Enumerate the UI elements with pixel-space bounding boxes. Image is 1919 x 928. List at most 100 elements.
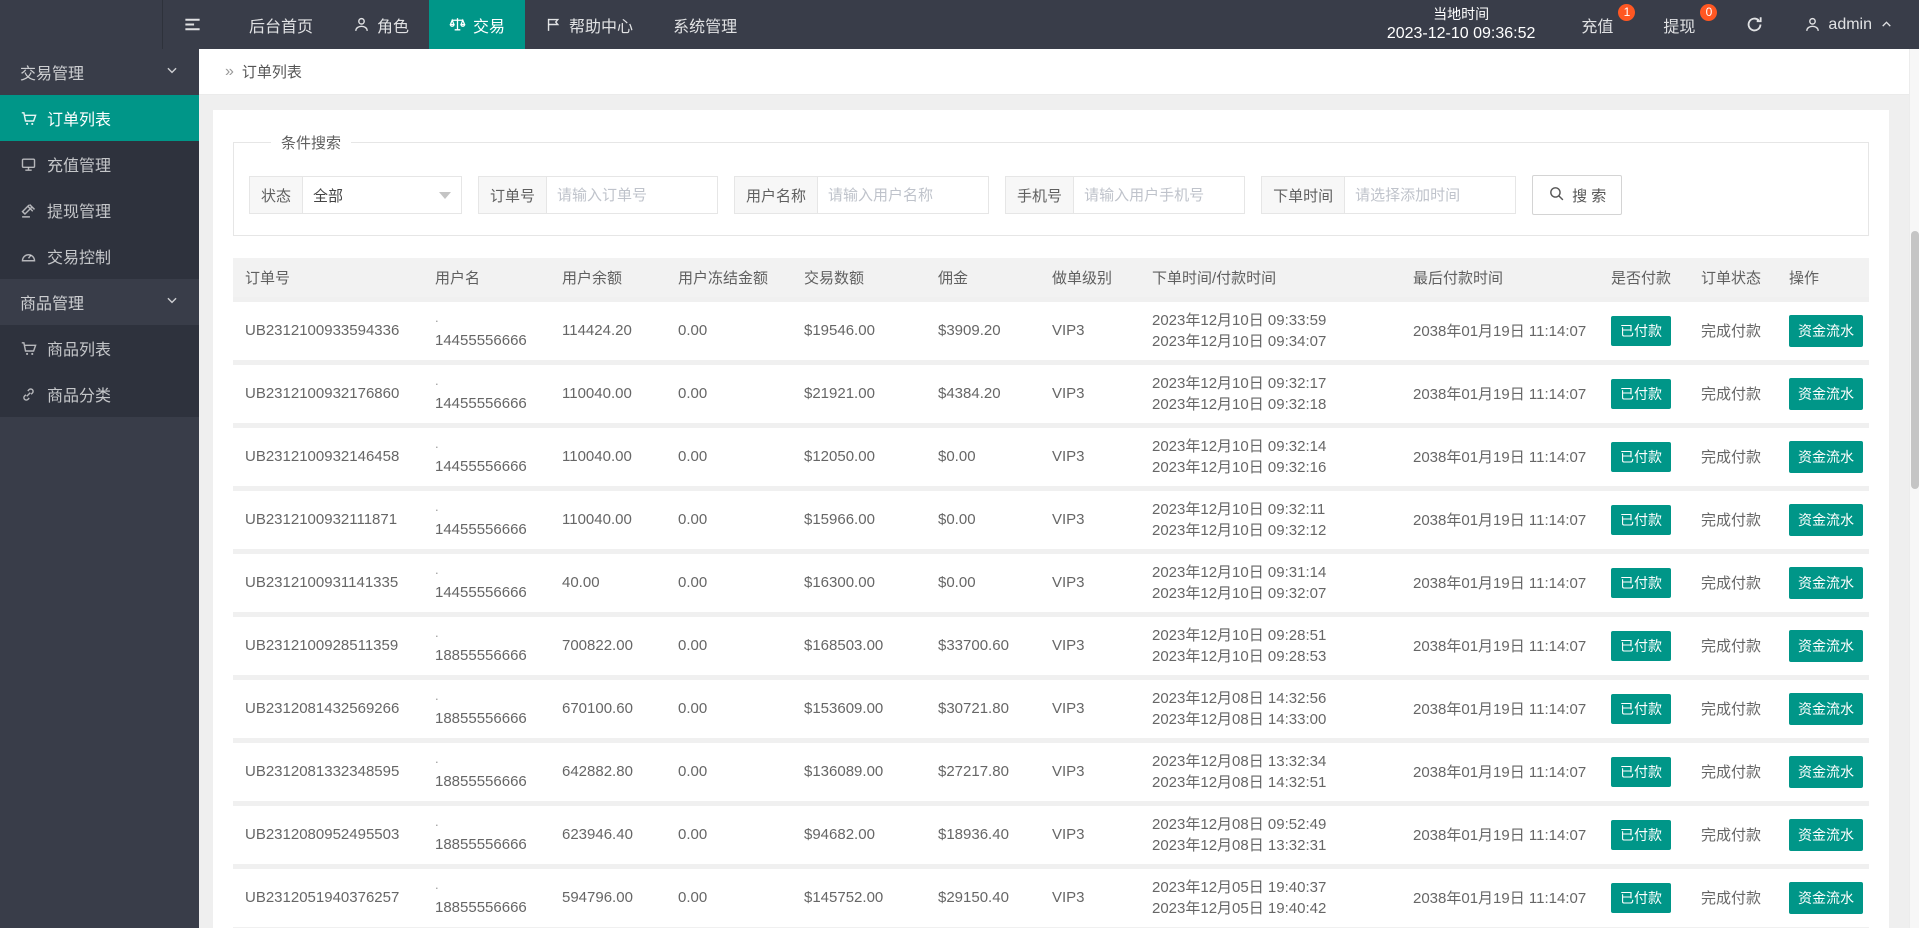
logo-area xyxy=(0,0,163,49)
status-select[interactable]: 全部 xyxy=(302,176,463,214)
sidebar-item-label: 充值管理 xyxy=(47,158,112,175)
cell-frozen: 0.00 xyxy=(666,611,792,677)
sidebar-item-label: 商品分类 xyxy=(47,388,112,405)
user-name-text: . xyxy=(435,687,439,703)
sidebar-item-goods-category[interactable]: 商品分类 xyxy=(0,371,199,417)
col-header-status: 订单状态 xyxy=(1689,258,1777,299)
user-phone-text: 14455556666 xyxy=(435,520,527,538)
cell-level: VIP3 xyxy=(1040,611,1140,677)
table-row: UB2312051940376257 . 18855556666 594796.… xyxy=(233,863,1869,928)
cell-balance: 670100.60 xyxy=(550,674,666,740)
paid-status-badge: 已付款 xyxy=(1611,882,1671,913)
sidebar-item-order-list[interactable]: 订单列表 xyxy=(0,95,199,141)
fund-flow-button[interactable]: 资金流水 xyxy=(1789,818,1863,851)
user-name-text: . xyxy=(435,498,439,514)
fund-flow-button[interactable]: 资金流水 xyxy=(1789,440,1863,473)
col-header-level: 做单级别 xyxy=(1040,258,1140,299)
order-time-input[interactable] xyxy=(1344,176,1517,214)
user-name-input[interactable] xyxy=(817,176,990,214)
col-header-frozen: 用户冻结金额 xyxy=(666,258,792,299)
sidebar-item-label: 交易控制 xyxy=(47,250,112,267)
cell-frozen: 0.00 xyxy=(666,800,792,866)
fund-flow-button[interactable]: 资金流水 xyxy=(1789,566,1863,599)
user-name-text: . xyxy=(435,876,439,892)
fund-flow-button[interactable]: 资金流水 xyxy=(1789,314,1863,347)
vertical-scrollbar[interactable] xyxy=(1909,49,1919,928)
table-row: UB2312080952495503 . 18855556666 623946.… xyxy=(233,800,1869,866)
user-phone-text: 14455556666 xyxy=(435,394,527,412)
withdraw-nav-button[interactable]: 提现 0 xyxy=(1643,0,1725,49)
gavel-icon xyxy=(20,202,37,219)
sidebar-item-recharge-management[interactable]: 充值管理 xyxy=(0,141,199,187)
cell-balance: 110040.00 xyxy=(550,422,666,488)
chevron-down-icon xyxy=(165,293,179,312)
cell-paid: 已付款 xyxy=(1599,296,1689,362)
flag-icon xyxy=(545,16,562,33)
cell-amount: $168503.00 xyxy=(792,611,926,677)
nav-item-help[interactable]: 帮助中心 xyxy=(525,0,653,49)
phone-label: 手机号 xyxy=(1005,176,1074,214)
order-time-label: 下单时间 xyxy=(1261,176,1345,214)
search-panel-legend: 条件搜索 xyxy=(281,135,342,152)
fund-flow-button[interactable]: 资金流水 xyxy=(1789,755,1863,788)
magnifier-icon xyxy=(1548,185,1565,206)
fund-flow-button[interactable]: 资金流水 xyxy=(1789,692,1863,725)
chevron-up-icon xyxy=(1880,18,1893,31)
cell-actions: 资金流水 xyxy=(1777,863,1869,928)
cell-actions: 资金流水 xyxy=(1777,296,1869,362)
sidebar-item-goods-list[interactable]: 商品列表 xyxy=(0,325,199,371)
cell-commission: $0.00 xyxy=(926,422,1040,488)
order-time-text: 2023年12月10日 09:32:17 xyxy=(1152,374,1327,392)
user-phone-text: 14455556666 xyxy=(435,457,527,475)
nav-item-home[interactable]: 后台首页 xyxy=(229,0,333,49)
sidebar-item-withdraw-management[interactable]: 提现管理 xyxy=(0,187,199,233)
scrollbar-thumb[interactable] xyxy=(1911,231,1919,489)
fund-flow-button[interactable]: 资金流水 xyxy=(1789,629,1863,662)
order-time-text: 2023年12月10日 09:32:11 xyxy=(1152,500,1326,518)
fund-flow-button[interactable]: 资金流水 xyxy=(1789,503,1863,536)
cell-level: VIP3 xyxy=(1040,737,1140,803)
nav-item-trade[interactable]: 交易 xyxy=(429,0,526,49)
nav-item-label: 帮助中心 xyxy=(569,18,634,36)
refresh-icon xyxy=(1745,15,1764,34)
cell-level: VIP3 xyxy=(1040,863,1140,928)
pay-time-text: 2023年12月10日 09:32:12 xyxy=(1152,521,1327,539)
order-time-text: 2023年12月10日 09:28:51 xyxy=(1152,626,1327,644)
cell-level: VIP3 xyxy=(1040,359,1140,425)
user-name-text: . xyxy=(435,435,439,451)
recharge-nav-button[interactable]: 充值 1 xyxy=(1561,0,1643,49)
search-button[interactable]: 搜 索 xyxy=(1532,175,1623,215)
sidebar-group-trade-management[interactable]: 交易管理 xyxy=(0,49,199,95)
table-row: UB2312100932111871 . 14455556666 110040.… xyxy=(233,485,1869,551)
cell-level: VIP3 xyxy=(1040,674,1140,740)
menu-toggle-button[interactable] xyxy=(163,0,229,49)
fund-flow-button[interactable]: 资金流水 xyxy=(1789,881,1863,914)
nav-item-system[interactable]: 系统管理 xyxy=(653,0,757,49)
local-time-value: 2023-12-10 09:36:52 xyxy=(1386,25,1536,42)
fund-flow-button[interactable]: 资金流水 xyxy=(1789,377,1863,410)
user-menu[interactable]: admin xyxy=(1784,0,1919,49)
cell-commission: $27217.80 xyxy=(926,737,1040,803)
withdraw-label: 提现 xyxy=(1663,18,1696,36)
nav-item-role[interactable]: 角色 xyxy=(333,0,429,49)
sidebar-item-trade-control[interactable]: 交易控制 xyxy=(0,233,199,279)
user-phone-text: 14455556666 xyxy=(435,331,527,349)
sidebar-group-goods-management[interactable]: 商品管理 xyxy=(0,279,199,325)
phone-input[interactable] xyxy=(1073,176,1246,214)
cell-status: 完成付款 xyxy=(1689,485,1777,551)
cell-commission: $3909.20 xyxy=(926,296,1040,362)
cell-commission: $29150.40 xyxy=(926,863,1040,928)
cell-order-no: UB2312080952495503 xyxy=(233,800,423,866)
cell-amount: $153609.00 xyxy=(792,674,926,740)
chevron-down-icon xyxy=(165,63,179,82)
refresh-button[interactable] xyxy=(1725,0,1784,49)
cell-amount: $16300.00 xyxy=(792,548,926,614)
cell-balance: 40.00 xyxy=(550,548,666,614)
phone-filter-group: 手机号 xyxy=(1005,176,1246,214)
cell-paid: 已付款 xyxy=(1599,611,1689,677)
cell-order-pay-time: 2023年12月10日 09:31:14 2023年12月10日 09:32:0… xyxy=(1140,548,1401,614)
order-no-input[interactable] xyxy=(546,176,719,214)
nav-item-label: 交易 xyxy=(473,18,506,36)
cell-level: VIP3 xyxy=(1040,800,1140,866)
paid-status-badge: 已付款 xyxy=(1611,756,1671,787)
